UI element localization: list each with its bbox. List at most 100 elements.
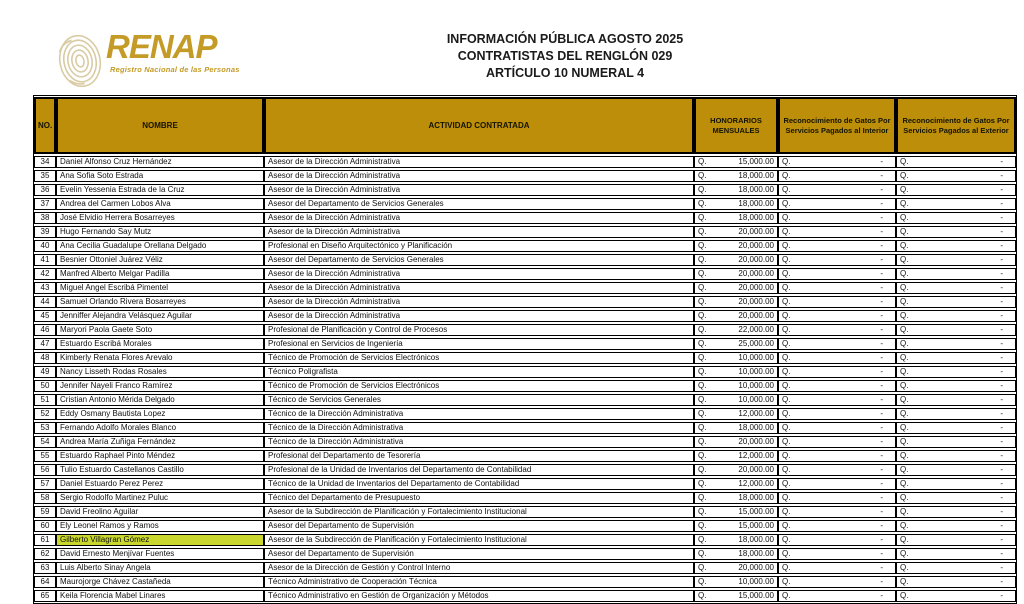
empty-value: - — [880, 199, 883, 208]
currency-label: Q. — [698, 367, 707, 376]
empty-value: - — [1000, 171, 1003, 180]
column-header-nombre: NOMBRE — [56, 97, 264, 154]
cell-reconocimiento-interior: Q. - — [778, 310, 896, 322]
cell-reconocimiento-exterior: Q. - — [896, 338, 1016, 350]
cell-reconocimiento-exterior: Q. - — [896, 534, 1016, 546]
cell-reconocimiento-interior: Q. - — [778, 324, 896, 336]
cell-reconocimiento-exterior: Q. - — [896, 394, 1016, 406]
table-row: 61 Gilberto Villagran Gómez Asesor de la… — [34, 534, 1016, 546]
table-body: 34 Daniel Alfonso Cruz Hernández Asesor … — [34, 156, 1016, 602]
cell-actividad: Profesional del Departamento de Tesorerí… — [264, 450, 694, 462]
table-row: 37 Andrea del Carmen Lobos Alva Asesor d… — [34, 198, 1016, 210]
currency-label: Q. — [698, 451, 707, 460]
cell-honorarios: Q. 10,000.00 — [694, 352, 778, 364]
cell-reconocimiento-interior: Q. - — [778, 212, 896, 224]
empty-value: - — [880, 353, 883, 362]
cell-actividad: Asesor de la Dirección Administrativa — [264, 268, 694, 280]
currency-label: Q. — [900, 465, 909, 474]
cell-reconocimiento-interior: Q. - — [778, 156, 896, 168]
empty-value: - — [880, 213, 883, 222]
currency-label: Q. — [900, 591, 909, 600]
cell-no: 48 — [34, 352, 56, 364]
cell-reconocimiento-interior: Q. - — [778, 492, 896, 504]
cell-honorarios: Q. 20,000.00 — [694, 464, 778, 476]
cell-nombre: Daniel Alfonso Cruz Hernández — [56, 156, 264, 168]
cell-actividad: Asesor del Departamento de Servicios Gen… — [264, 198, 694, 210]
cell-reconocimiento-interior: Q. - — [778, 198, 896, 210]
cell-no: 59 — [34, 506, 56, 518]
cell-nombre: Maurojorge Chávez Castañeda — [56, 576, 264, 588]
currency-label: Q. — [698, 521, 707, 530]
cell-no: 65 — [34, 590, 56, 602]
table-header-row: NO. NOMBRE ACTIVIDAD CONTRATADA HONORARI… — [34, 97, 1016, 154]
cell-no: 43 — [34, 282, 56, 294]
cell-reconocimiento-interior: Q. - — [778, 394, 896, 406]
currency-label: Q. — [900, 507, 909, 516]
currency-label: Q. — [782, 227, 791, 236]
empty-value: - — [880, 577, 883, 586]
currency-label: Q. — [782, 157, 791, 166]
cell-honorarios: Q. 10,000.00 — [694, 366, 778, 378]
cell-honorarios: Q. 12,000.00 — [694, 408, 778, 420]
cell-reconocimiento-exterior: Q. - — [896, 576, 1016, 588]
cell-nombre: Ana Sofia Soto Estrada — [56, 170, 264, 182]
cell-actividad: Asesor de la Dirección Administrativa — [264, 212, 694, 224]
cell-nombre: Tulio Estuardo Castellanos Castillo — [56, 464, 264, 476]
currency-label: Q. — [782, 423, 791, 432]
empty-value: - — [1000, 381, 1003, 390]
cell-nombre: Fernando Adolfo Morales Blanco — [56, 422, 264, 434]
empty-value: - — [1000, 241, 1003, 250]
cell-reconocimiento-exterior: Q. - — [896, 562, 1016, 574]
empty-value: - — [880, 171, 883, 180]
currency-label: Q. — [900, 213, 909, 222]
cell-reconocimiento-interior: Q. - — [778, 548, 896, 560]
empty-value: - — [1000, 269, 1003, 278]
honorarios-amount: 18,000.00 — [738, 213, 774, 222]
currency-label: Q. — [900, 563, 909, 572]
cell-nombre: Estuardo Raphael Pinto Méndez — [56, 450, 264, 462]
currency-label: Q. — [698, 549, 707, 558]
currency-label: Q. — [698, 185, 707, 194]
cell-no: 49 — [34, 366, 56, 378]
currency-label: Q. — [900, 437, 909, 446]
honorarios-amount: 18,000.00 — [738, 171, 774, 180]
cell-nombre: Andrea María Zuñiga Fernández — [56, 436, 264, 448]
cell-reconocimiento-exterior: Q. - — [896, 310, 1016, 322]
currency-label: Q. — [782, 325, 791, 334]
honorarios-amount: 12,000.00 — [738, 479, 774, 488]
cell-nombre: Luis Alberto Sinay Angela — [56, 562, 264, 574]
empty-value: - — [880, 241, 883, 250]
cell-no: 54 — [34, 436, 56, 448]
currency-label: Q. — [900, 521, 909, 530]
currency-label: Q. — [900, 283, 909, 292]
cell-reconocimiento-exterior: Q. - — [896, 464, 1016, 476]
column-header-honorarios: HONORARIOS MENSUALES — [694, 97, 778, 154]
currency-label: Q. — [900, 479, 909, 488]
honorarios-amount: 20,000.00 — [738, 563, 774, 572]
cell-honorarios: Q. 15,000.00 — [694, 590, 778, 602]
currency-label: Q. — [900, 339, 909, 348]
currency-label: Q. — [698, 339, 707, 348]
cell-nombre: Jenniffer Alejandra Velásquez Aguilar — [56, 310, 264, 322]
empty-value: - — [1000, 563, 1003, 572]
honorarios-amount: 15,000.00 — [738, 521, 774, 530]
title-line-1: INFORMACIÓN PÚBLICA AGOSTO 2025 — [446, 32, 684, 46]
table-row: 40 Ana Cecilia Guadalupe Orellana Delgad… — [34, 240, 1016, 252]
cell-nombre: Estuardo Escribá Morales — [56, 338, 264, 350]
cell-reconocimiento-exterior: Q. - — [896, 282, 1016, 294]
currency-label: Q. — [782, 241, 791, 250]
cell-no: 53 — [34, 422, 56, 434]
cell-honorarios: Q. 12,000.00 — [694, 450, 778, 462]
currency-label: Q. — [900, 199, 909, 208]
cell-reconocimiento-interior: Q. - — [778, 408, 896, 420]
empty-value: - — [1000, 339, 1003, 348]
currency-label: Q. — [698, 577, 707, 586]
empty-value: - — [880, 479, 883, 488]
cell-no: 55 — [34, 450, 56, 462]
currency-label: Q. — [900, 171, 909, 180]
currency-label: Q. — [698, 493, 707, 502]
empty-value: - — [880, 535, 883, 544]
cell-honorarios: Q. 10,000.00 — [694, 394, 778, 406]
currency-label: Q. — [782, 255, 791, 264]
cell-no: 51 — [34, 394, 56, 406]
